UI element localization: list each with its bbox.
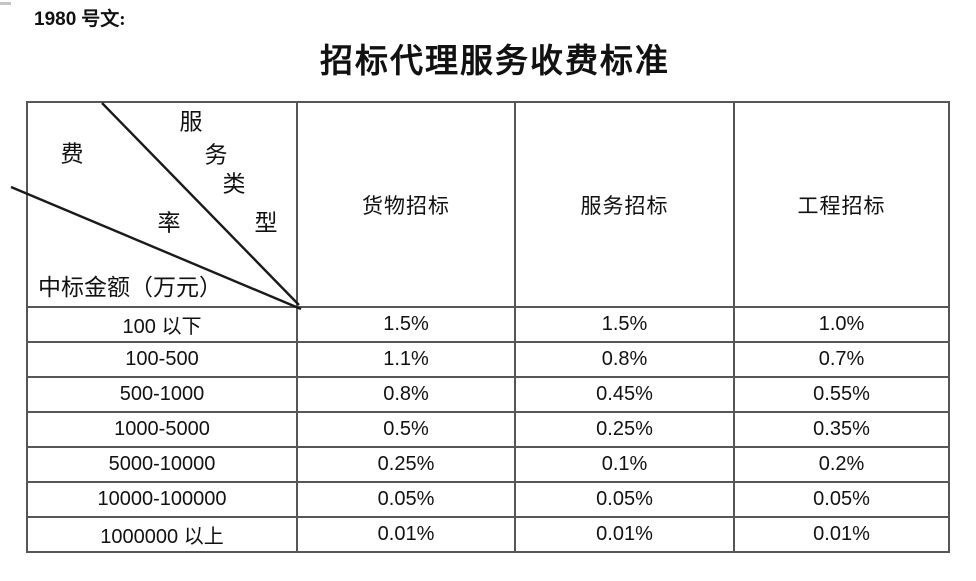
corner-char-type-1: 服	[179, 109, 203, 135]
table-row: 500-1000 0.8% 0.45% 0.55%	[26, 376, 950, 413]
fee-cell: 0.8%	[296, 376, 516, 413]
fee-cell: 0.35%	[733, 411, 950, 448]
fee-cell: 0.25%	[514, 411, 735, 448]
fee-cell: 0.55%	[733, 376, 950, 413]
corner-char-type-2: 务	[204, 142, 228, 168]
fee-cell: 0.05%	[733, 481, 950, 518]
table-row: 100-500 1.1% 0.8% 0.7%	[26, 341, 950, 378]
fee-cell: 0.5%	[296, 411, 516, 448]
row-label: 500-1000	[26, 376, 298, 413]
row-label: 100 以下	[26, 306, 298, 343]
table-row: 1000-5000 0.5% 0.25% 0.35%	[26, 411, 950, 448]
doc-reference: 1980 号文:	[34, 4, 126, 31]
corner-char-fee-1: 费	[60, 141, 84, 167]
fee-cell: 0.8%	[514, 341, 735, 378]
row-label: 10000-100000	[26, 481, 298, 518]
fee-cell: 1.5%	[514, 306, 735, 343]
fee-cell: 0.1%	[514, 446, 735, 483]
corner-char-type-3: 类	[222, 171, 246, 197]
fee-cell: 0.01%	[733, 516, 950, 553]
fee-cell: 0.45%	[514, 376, 735, 413]
doc-reference-number: 1980	[34, 9, 77, 30]
corner-char-fee-2: 率	[157, 210, 181, 236]
row-label: 100-500	[26, 341, 298, 378]
fee-cell: 0.2%	[733, 446, 950, 483]
table-row: 5000-10000 0.25% 0.1% 0.2%	[26, 446, 950, 483]
page-edge-mark	[0, 2, 11, 5]
diagonal-header-content: 服 费 务 类 率 型 中标金额（万元）	[10, 102, 302, 311]
fee-cell: 0.05%	[296, 481, 516, 518]
diagonal-line-lower	[10, 185, 302, 311]
fee-cell: 0.01%	[296, 516, 516, 553]
fee-cell: 0.01%	[514, 516, 735, 553]
column-header-goods: 货物招标	[296, 101, 516, 308]
corner-amount-label: 中标金额（万元）	[38, 275, 222, 300]
fee-cell: 0.25%	[296, 446, 516, 483]
fee-cell: 1.5%	[296, 306, 516, 343]
page-title: 招标代理服务收费标准	[320, 44, 670, 80]
doc-reference-suffix: 号文:	[81, 9, 126, 30]
fee-standard-table: 服 费 务 类 率 型 中标金额（万元） 货物招标 服务招标 工程招标 100 …	[10, 101, 950, 553]
column-header-works: 工程招标	[733, 101, 950, 308]
corner-char-type-4: 型	[254, 210, 278, 236]
fee-cell: 1.1%	[296, 341, 516, 378]
fee-cell: 0.7%	[733, 341, 950, 378]
table-row: 1000000 以上 0.01% 0.01% 0.01%	[26, 516, 950, 553]
diagonal-lines	[10, 102, 302, 311]
fee-cell: 0.05%	[514, 481, 735, 518]
table-row: 100 以下 1.5% 1.5% 1.0%	[26, 306, 950, 343]
row-label: 1000000 以上	[26, 516, 298, 553]
diagonal-line-upper	[101, 102, 300, 306]
row-label: 1000-5000	[26, 411, 298, 448]
column-header-services: 服务招标	[514, 101, 735, 308]
row-label: 5000-10000	[26, 446, 298, 483]
table-header-row: 服 费 务 类 率 型 中标金额（万元） 货物招标 服务招标 工程招标	[10, 101, 950, 311]
fee-cell: 1.0%	[733, 306, 950, 343]
diagonal-header-cell: 服 费 务 类 率 型 中标金额（万元）	[10, 101, 302, 311]
table-row: 10000-100000 0.05% 0.05% 0.05%	[26, 481, 950, 518]
